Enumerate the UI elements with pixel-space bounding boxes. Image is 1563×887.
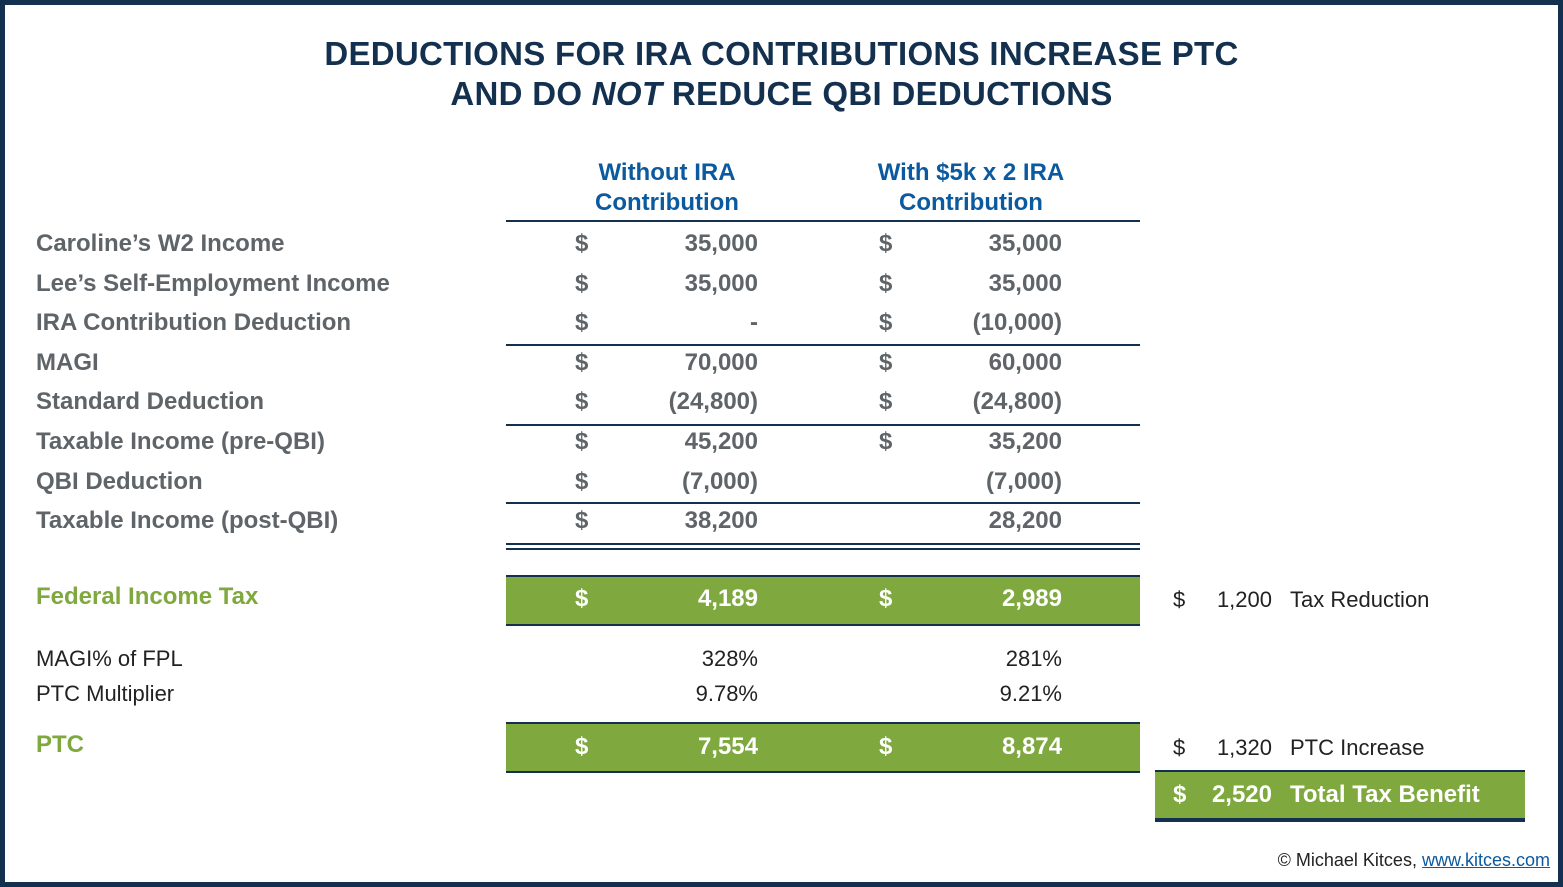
federal-tax-band bbox=[506, 575, 1140, 626]
dollar-sign: $ bbox=[575, 230, 589, 257]
federal-tax-dollar-without: $ bbox=[575, 585, 589, 612]
row-label: Taxable Income (pre-QBI) bbox=[36, 428, 325, 455]
tax-reduction-value: 1,200 bbox=[1216, 587, 1272, 612]
total-benefit-dollar: $ bbox=[1173, 781, 1187, 808]
magi-rule bbox=[506, 344, 1140, 346]
value-with: (24,800) bbox=[972, 388, 1062, 415]
title-line-2: AND DO NOT REDUCE QBI DEDUCTIONS bbox=[5, 75, 1558, 113]
total-benefit-label: Total Tax Benefit bbox=[1290, 781, 1480, 808]
row-label: Lee’s Self-Employment Income bbox=[36, 270, 390, 297]
row-label: Standard Deduction bbox=[36, 388, 265, 415]
federal-tax-value-with: 2,989 bbox=[1001, 585, 1062, 612]
ptc-multiplier-without: 9.78% bbox=[695, 681, 758, 706]
header-rule bbox=[506, 220, 1140, 222]
value-with: 28,200 bbox=[988, 507, 1062, 534]
title-line-2-emphasis: NOT bbox=[591, 75, 663, 112]
column-header-without-line-2: Contribution bbox=[595, 189, 739, 216]
column-header-without-ira: Without IRA Contribution bbox=[532, 158, 802, 218]
value-without: - bbox=[750, 309, 758, 336]
value-without: 45,200 bbox=[684, 428, 758, 455]
ptc-increase-value: 1,320 bbox=[1216, 735, 1272, 760]
total-benefit-underline bbox=[1155, 820, 1525, 822]
dollar-sign: $ bbox=[575, 309, 589, 336]
dollar-sign: $ bbox=[575, 428, 589, 455]
column-header-without-line-1: Without IRA bbox=[598, 159, 736, 186]
ptc-value-with: 8,874 bbox=[1001, 733, 1062, 760]
ptc-multiplier-label: PTC Multiplier bbox=[36, 681, 175, 706]
magi-fpl-without: 328% bbox=[701, 646, 758, 671]
value-with: 35,000 bbox=[988, 270, 1062, 297]
ptc-dollar-without: $ bbox=[575, 733, 589, 760]
tax-reduction-label: Tax Reduction bbox=[1290, 587, 1430, 612]
value-without: 38,200 bbox=[684, 507, 758, 534]
title-line-2-start: AND DO bbox=[450, 75, 583, 112]
value-with: 35,200 bbox=[988, 428, 1062, 455]
federal-tax-label: Federal Income Tax bbox=[36, 583, 259, 610]
row-label: QBI Deduction bbox=[36, 468, 203, 495]
double-rule-top bbox=[506, 543, 1140, 545]
column-header-with-line-2: Contribution bbox=[899, 189, 1043, 216]
dollar-sign: $ bbox=[575, 349, 589, 376]
value-with: (7,000) bbox=[985, 468, 1062, 495]
row-label: MAGI bbox=[36, 349, 99, 376]
federal-tax-dollar-with: $ bbox=[879, 585, 893, 612]
dollar-sign: $ bbox=[879, 428, 893, 455]
dollar-sign: $ bbox=[575, 270, 589, 297]
total-benefit-value: 2,520 bbox=[1211, 781, 1272, 808]
ptc-dollar-with: $ bbox=[879, 733, 893, 760]
ptc-increase-label: PTC Increase bbox=[1290, 735, 1425, 760]
row-label: Taxable Income (post-QBI) bbox=[36, 507, 339, 534]
value-with: 35,000 bbox=[988, 230, 1062, 257]
value-without: (24,800) bbox=[668, 388, 758, 415]
ptc-increase-dollar: $ bbox=[1173, 735, 1186, 760]
kitces-link[interactable]: www.kitces.com bbox=[1421, 850, 1550, 870]
double-rule-bottom bbox=[506, 548, 1140, 550]
dollar-sign: $ bbox=[879, 349, 893, 376]
post-qbi-rule bbox=[506, 502, 1140, 504]
ptc-label: PTC bbox=[36, 731, 84, 758]
title-line-1: DEDUCTIONS FOR IRA CONTRIBUTIONS INCREAS… bbox=[324, 35, 1239, 72]
ptc-value-without: 7,554 bbox=[697, 733, 758, 760]
column-header-with-ira: With $5k x 2 IRA Contribution bbox=[836, 158, 1106, 218]
dollar-sign: $ bbox=[879, 309, 893, 336]
magi-fpl-with: 281% bbox=[1005, 646, 1062, 671]
dollar-sign: $ bbox=[575, 388, 589, 415]
ptc-multiplier-with: 9.21% bbox=[999, 681, 1062, 706]
dollar-sign: $ bbox=[879, 230, 893, 257]
value-without: 35,000 bbox=[684, 230, 758, 257]
total-benefit-band bbox=[1155, 770, 1525, 820]
copyright-credit: © Michael Kitces, www.kitces.com bbox=[1278, 850, 1550, 871]
tax-reduction-dollar: $ bbox=[1173, 587, 1186, 612]
column-header-with-line-1: With $5k x 2 IRA bbox=[877, 159, 1065, 186]
value-without: 70,000 bbox=[684, 349, 758, 376]
copyright-text: © Michael Kitces, bbox=[1277, 850, 1417, 870]
value-without: 35,000 bbox=[684, 270, 758, 297]
ptc-band bbox=[506, 722, 1140, 773]
value-without: (7,000) bbox=[681, 468, 758, 495]
dollar-sign: $ bbox=[879, 388, 893, 415]
magi-fpl-label: MAGI% of FPL bbox=[36, 646, 183, 671]
value-with: 60,000 bbox=[988, 349, 1062, 376]
dollar-sign: $ bbox=[879, 270, 893, 297]
pre-qbi-rule bbox=[506, 424, 1140, 426]
dollar-sign: $ bbox=[575, 507, 589, 534]
row-label: Caroline’s W2 Income bbox=[36, 230, 285, 257]
title-line-2-end: REDUCE QBI DEDUCTIONS bbox=[671, 75, 1113, 112]
dollar-sign: $ bbox=[575, 468, 589, 495]
row-label: IRA Contribution Deduction bbox=[36, 309, 352, 336]
federal-tax-value-without: 4,189 bbox=[697, 585, 758, 612]
value-with: (10,000) bbox=[972, 309, 1062, 336]
